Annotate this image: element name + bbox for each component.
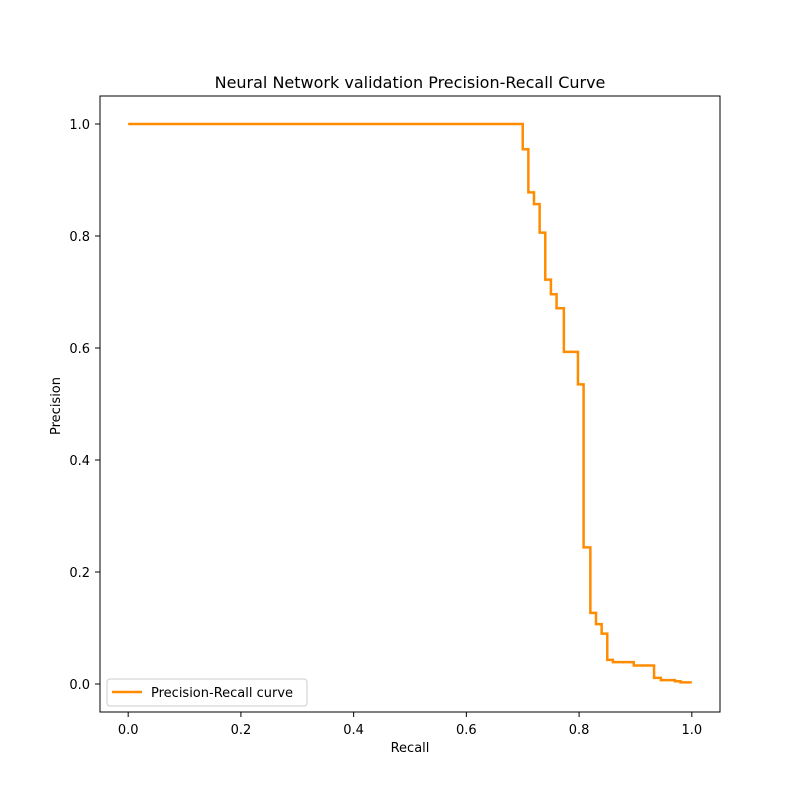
- y-tick-label: 0.6: [69, 342, 90, 357]
- x-axis: 0.0 0.2 0.4 0.6 0.8 1.0: [118, 712, 702, 738]
- legend-box: [106, 678, 308, 707]
- y-axis-label: Precision: [49, 377, 64, 435]
- x-tick-label: 0.4: [343, 723, 364, 738]
- series-line-pr-curve: [128, 122, 692, 684]
- x-tick-label: 0.2: [231, 723, 252, 738]
- y-tick-label: 0.4: [69, 454, 90, 469]
- y-tick-label: 0.0: [69, 678, 90, 693]
- y-tick-label: 1.0: [69, 118, 90, 133]
- y-tick-label: 0.8: [69, 230, 90, 245]
- x-tick-label: 0.0: [118, 723, 139, 738]
- chart-title: Neural Network validation Precision-Reca…: [215, 73, 606, 92]
- legend-label: Precision-Recall curve: [151, 686, 293, 701]
- x-tick-label: 1.0: [681, 723, 702, 738]
- y-axis: 0.0 0.2 0.4 0.6 0.8 1.0: [69, 118, 100, 693]
- x-axis-label: Recall: [391, 741, 430, 756]
- x-tick-label: 0.6: [456, 723, 477, 738]
- y-tick-label: 0.2: [69, 566, 90, 581]
- plot-area-frame: [99, 95, 721, 713]
- legend: Precision-Recall curve: [106, 678, 308, 707]
- x-tick-label: 0.8: [569, 723, 590, 738]
- series-layer: [128, 122, 692, 684]
